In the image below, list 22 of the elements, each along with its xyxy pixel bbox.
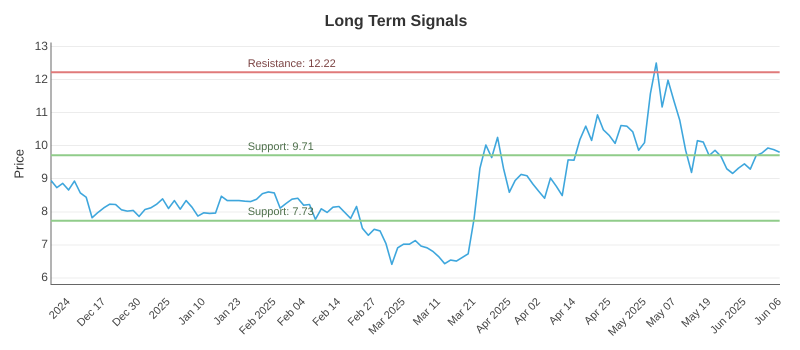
ref-line-label: Resistance: 12.22 (248, 58, 336, 70)
y-tick-label: 8 (41, 204, 48, 218)
x-tick-label: Dec 17 (74, 296, 108, 330)
y-tick-label: 9 (41, 171, 48, 186)
x-tick-label: Dec 30 (110, 296, 144, 330)
x-tick-label: Jan 10 (176, 296, 208, 328)
x-tick-label: Jun 06 (752, 296, 784, 328)
chart-title: Long Term Signals (324, 13, 468, 30)
x-tick-label: Mar 11 (410, 296, 444, 328)
y-tick-label: 6 (41, 270, 48, 284)
y-axis-title: Price (11, 149, 26, 179)
y-tick-label: 7 (41, 237, 48, 252)
x-tick-label: Feb 04 (275, 296, 308, 329)
y-tick-label: 13 (34, 38, 48, 53)
y-tick-label: 10 (34, 138, 48, 152)
ref-line-label: Support: 9.71 (248, 140, 314, 153)
x-tick-label: May 07 (644, 296, 678, 330)
x-tick-label: Feb 14 (310, 296, 344, 329)
x-tick-label: Apr 14 (546, 296, 578, 328)
y-tick-label: 11 (35, 104, 48, 119)
x-tick-label: Apr 02 (512, 296, 543, 328)
y-tick-label: 12 (34, 72, 48, 86)
